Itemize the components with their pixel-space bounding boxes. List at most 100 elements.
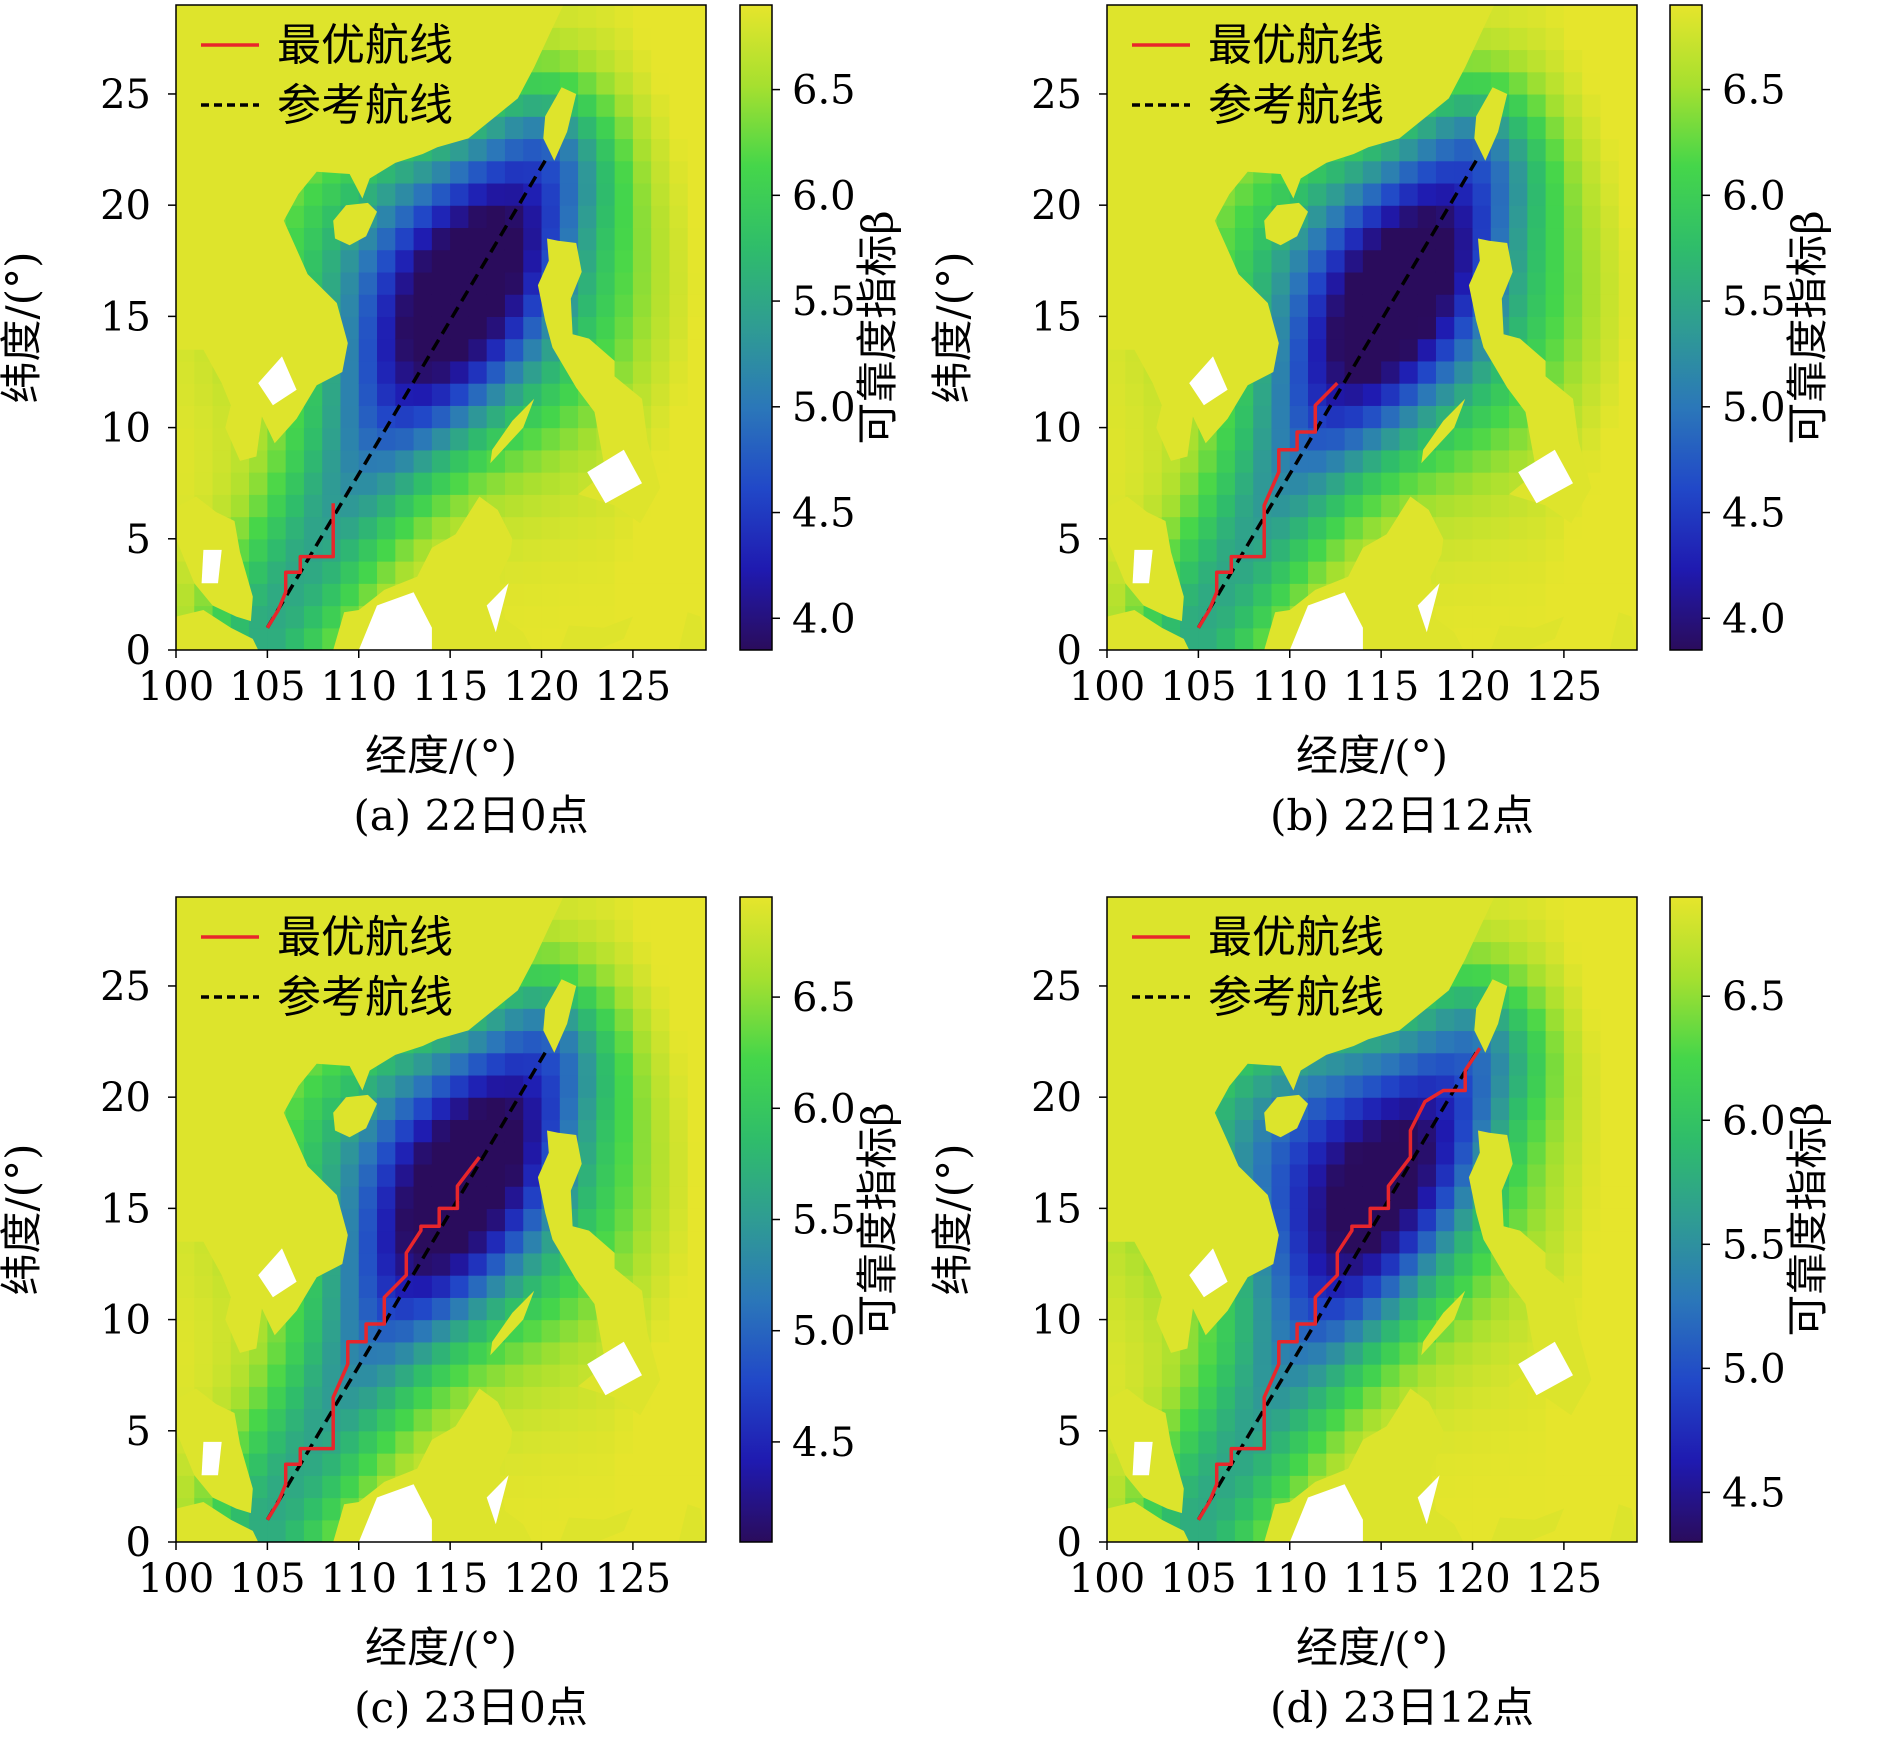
y-axis-label: 纬度/(°) — [0, 252, 46, 404]
no-data-area — [258, 1248, 297, 1298]
x-tick-label: 115 — [412, 664, 488, 710]
land-mass — [1490, 1508, 1564, 1542]
land-mass — [1421, 1290, 1466, 1356]
x-tick-label: 125 — [595, 1556, 671, 1602]
optimal-route-line — [1196, 1047, 1482, 1521]
y-tick-label: 0 — [126, 628, 151, 674]
x-tick-label: 110 — [1252, 1556, 1328, 1602]
legend-reference-label: 参考航线 — [277, 972, 453, 1023]
x-tick-label: 115 — [412, 1556, 488, 1602]
land-mass — [1490, 616, 1564, 650]
y-tick-label: 25 — [100, 72, 151, 118]
land-mass — [176, 1502, 259, 1542]
y-tick-label: 15 — [100, 294, 151, 340]
y-tick-label: 20 — [100, 183, 151, 229]
x-tick-label: 120 — [1434, 1556, 1510, 1602]
colorbar-gradient — [1669, 896, 1703, 1543]
land-mass — [176, 610, 259, 650]
y-tick-label: 25 — [100, 964, 151, 1010]
colorbar-tick-label: 5.5 — [792, 1198, 856, 1244]
x-tick-label: 120 — [503, 664, 579, 710]
chart-panel-d: 100 105 110 115 120 125 0 5 10 15 20 25 经度/(°) 纬度/(°)… — [928, 896, 1832, 1732]
land-mass — [537, 238, 661, 524]
x-tick-label: 115 — [1343, 1556, 1419, 1602]
no-data-area — [1132, 1441, 1153, 1476]
y-tick-label: 0 — [1057, 1520, 1082, 1566]
reference-route-line — [1196, 159, 1478, 629]
no-data-area — [1189, 1248, 1228, 1298]
no-data-area — [1518, 1341, 1573, 1396]
no-data-area — [1417, 583, 1440, 633]
land-mass — [176, 5, 564, 461]
colorbar-tick-label: 6.0 — [792, 1086, 856, 1132]
reference-route-line — [265, 1051, 547, 1521]
y-tick-label: 15 — [1031, 294, 1082, 340]
y-tick-label: 10 — [1031, 1298, 1082, 1344]
land-mass — [1107, 1502, 1190, 1542]
panel-caption: (c) 23日0点 — [354, 1683, 588, 1732]
land-mass — [176, 897, 564, 1353]
colorbar: 4.5 5.0 5.5 6.0 6.5 可靠度指标β — [739, 896, 902, 1543]
colorbar-tick-label: 4.5 — [1722, 491, 1786, 537]
no-data-area — [587, 1341, 642, 1396]
no-data-area — [486, 583, 509, 633]
land-mass — [543, 87, 577, 161]
y-tick-label: 5 — [1057, 517, 1082, 563]
colorbar-label: 可靠度指标β — [853, 210, 902, 444]
no-data-area — [258, 356, 297, 406]
colorbar-tick-label: 4.5 — [792, 491, 856, 537]
land-mass — [1107, 5, 1495, 461]
land-mass — [1468, 238, 1592, 524]
y-tick-label: 5 — [1057, 1409, 1082, 1455]
no-data-area — [1289, 1484, 1363, 1542]
colorbar-tick-label: 6.5 — [792, 68, 856, 114]
y-tick-label: 15 — [100, 1186, 151, 1232]
no-data-area — [201, 549, 222, 584]
heatmap-field — [176, 5, 706, 650]
legend-reference-label: 参考航线 — [1208, 972, 1384, 1023]
plot-frame — [175, 896, 707, 1543]
legend-optimal-label: 最优航线 — [1208, 912, 1384, 963]
x-tick-label: 125 — [595, 664, 671, 710]
no-data-area — [358, 1484, 432, 1542]
y-tick-label: 10 — [100, 406, 151, 452]
x-tick-label: 125 — [1526, 1556, 1602, 1602]
land-mass — [333, 202, 377, 246]
land-mass — [1609, 612, 1637, 650]
reference-route-line — [1196, 1051, 1478, 1521]
legend-reference-label: 参考航线 — [277, 80, 453, 131]
land-mass — [490, 398, 535, 464]
y-tick-label: 25 — [1031, 72, 1082, 118]
land-mass — [1107, 610, 1190, 650]
colorbar: 4.0 4.5 5.0 5.5 6.0 6.5 可靠度指标β — [1669, 4, 1832, 651]
y-tick-label: 15 — [1031, 1186, 1082, 1232]
y-tick-label: 0 — [1057, 628, 1082, 674]
land-mass — [559, 616, 633, 650]
colorbar-gradient — [739, 4, 773, 651]
colorbar-tick-label: 5.0 — [1722, 1346, 1786, 1392]
colorbar-tick-label: 6.0 — [792, 173, 856, 219]
x-tick-label: 100 — [138, 1556, 214, 1602]
land-mass — [1609, 1504, 1637, 1542]
reference-route-line — [265, 159, 547, 629]
x-tick-label: 115 — [1343, 664, 1419, 710]
colorbar-tick-label: 5.5 — [1722, 279, 1786, 325]
colorbar-label: 可靠度指标β — [853, 1102, 902, 1336]
no-data-area — [358, 592, 432, 650]
y-tick-label: 20 — [1031, 1075, 1082, 1121]
colorbar-label: 可靠度指标β — [1783, 210, 1832, 444]
colorbar-tick-label: 5.0 — [792, 385, 856, 431]
colorbar: 4.0 4.5 5.0 5.5 6.0 6.5 可靠度指标β — [739, 4, 902, 651]
heatmap-field — [1107, 897, 1637, 1542]
colorbar-tick-label: 6.0 — [1722, 173, 1786, 219]
x-tick-label: 110 — [321, 664, 397, 710]
x-tick-label: 110 — [1252, 664, 1328, 710]
colorbar-tick-label: 5.5 — [1722, 1222, 1786, 1268]
x-tick-label: 105 — [1160, 664, 1236, 710]
chart-panel-a: 100 105 110 115 120 125 0 5 10 15 20 25 经度/(°) 纬度/(°)… — [0, 4, 902, 840]
land-mass — [1474, 979, 1508, 1053]
colorbar-tick-label: 6.5 — [792, 975, 856, 1021]
colorbar-tick-label: 4.5 — [792, 1420, 856, 1466]
x-tick-label: 120 — [1434, 664, 1510, 710]
y-axis-label: 纬度/(°) — [928, 252, 977, 404]
